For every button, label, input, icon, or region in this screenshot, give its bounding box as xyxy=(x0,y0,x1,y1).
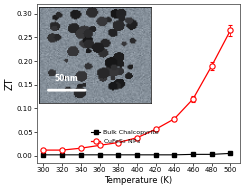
Legend: Bulk Chalcopyrite, CuFeS$_2$ NPs: Bulk Chalcopyrite, CuFeS$_2$ NPs xyxy=(90,129,160,147)
Y-axis label: ZT: ZT xyxy=(4,77,14,90)
X-axis label: Temperature (K): Temperature (K) xyxy=(104,176,173,185)
